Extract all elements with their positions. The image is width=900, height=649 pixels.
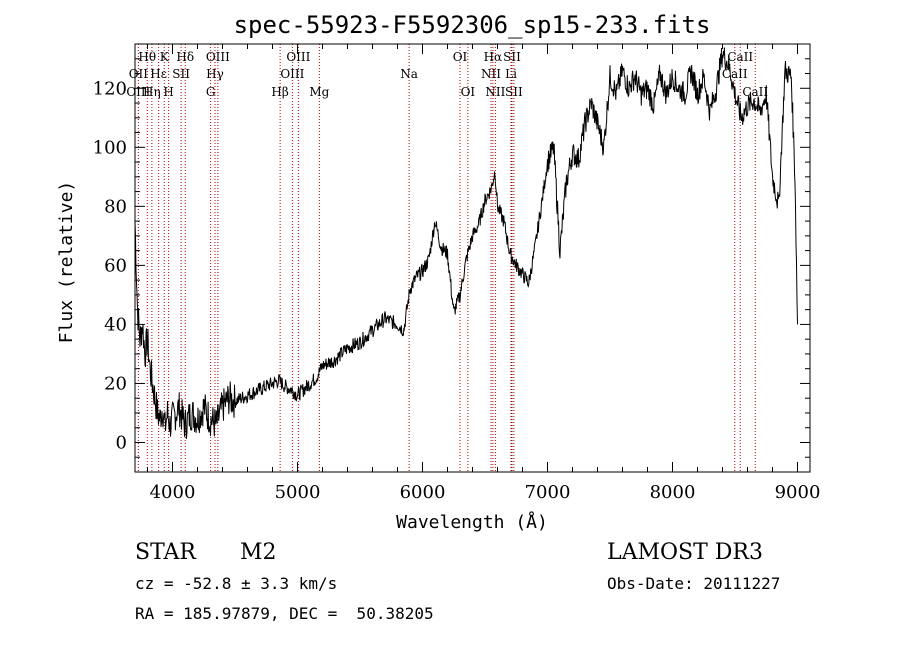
line-label: OIII	[126, 85, 150, 99]
y-tick-label: 20	[104, 373, 127, 394]
x-tick-label: 8000	[650, 482, 696, 503]
line-label: Li	[505, 67, 517, 81]
line-label: OII	[129, 67, 149, 81]
line-label: OIII	[286, 50, 310, 64]
x-tick-label: 7000	[525, 482, 571, 503]
line-label: Na	[400, 67, 418, 81]
line-label: Hα	[484, 50, 503, 64]
survey-name: LAMOST DR3	[607, 540, 763, 565]
chart-title: spec-55923-F5592306_sp15-233.fits	[234, 11, 711, 39]
line-label: SII	[505, 85, 523, 99]
line-label: Hγ	[206, 67, 224, 81]
object-class: STAR	[135, 540, 196, 565]
line-label: OI	[461, 85, 476, 99]
line-label: Mg	[309, 85, 329, 99]
y-tick-label: 120	[93, 78, 127, 99]
redshift-velocity: cz = -52.8 ± 3.3 km/s	[135, 574, 338, 593]
x-tick-label: 9000	[775, 482, 821, 503]
y-axis-label: Flux (relative)	[56, 181, 77, 344]
line-label: OIII	[206, 50, 230, 64]
line-label: Hε	[150, 67, 167, 81]
x-tick-label: 4000	[150, 482, 196, 503]
line-label: SII	[503, 50, 521, 64]
line-label: G	[206, 85, 216, 99]
y-tick-label: 40	[104, 314, 127, 335]
line-label: NII	[481, 67, 501, 81]
y-tick-label: 100	[93, 137, 127, 158]
line-label: CaII	[742, 85, 768, 99]
line-label: Hβ	[271, 85, 288, 99]
y-tick-label: 60	[104, 255, 127, 276]
line-labels: Hθ OII OIII K Hε SII Hη H Hδ OIII Hγ G Hβ OIII OIII Mg N…	[126, 50, 768, 99]
x-tick-label: 6000	[400, 482, 446, 503]
object-subclass: M2	[240, 540, 277, 565]
line-label: Hδ	[176, 50, 194, 64]
line-label: CaII	[722, 67, 748, 81]
y-tick-label: 80	[104, 196, 127, 217]
x-axis-label: Wavelength (Å)	[396, 511, 548, 533]
line-label: SII	[172, 67, 190, 81]
line-label: H	[163, 85, 173, 99]
spectrum-series-line	[134, 47, 798, 439]
observation-date: Obs-Date: 20111227	[607, 574, 781, 593]
x-tick-label: 5000	[275, 482, 321, 503]
line-label: OI	[453, 50, 468, 64]
axis-ticks: 4000 5000 6000 7000 8000 9000 0 20 40 60 80 100 120	[93, 43, 821, 503]
line-label: CaII	[727, 50, 753, 64]
line-label: OIII	[280, 67, 304, 81]
line-label: K	[160, 50, 170, 64]
line-label: Hη	[143, 85, 161, 99]
coordinates: RA = 185.97879, DEC = 50.38205	[135, 604, 434, 623]
line-label: NII	[485, 85, 505, 99]
line-label: Hθ	[138, 50, 156, 64]
y-tick-label: 0	[116, 432, 127, 453]
